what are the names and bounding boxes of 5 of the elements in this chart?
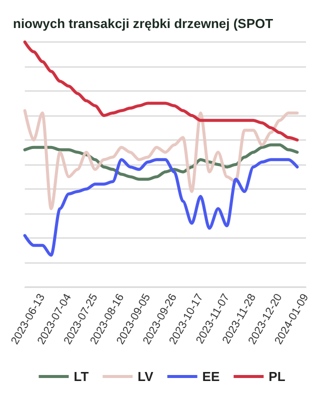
legend-label: LT [74,369,89,384]
legend-label: EE [202,369,220,384]
legend-label: LV [138,369,154,384]
chart-title: niowych transakcji zrębki drzewnej (SPOT [13,16,274,31]
legend-label: PL [268,369,286,384]
